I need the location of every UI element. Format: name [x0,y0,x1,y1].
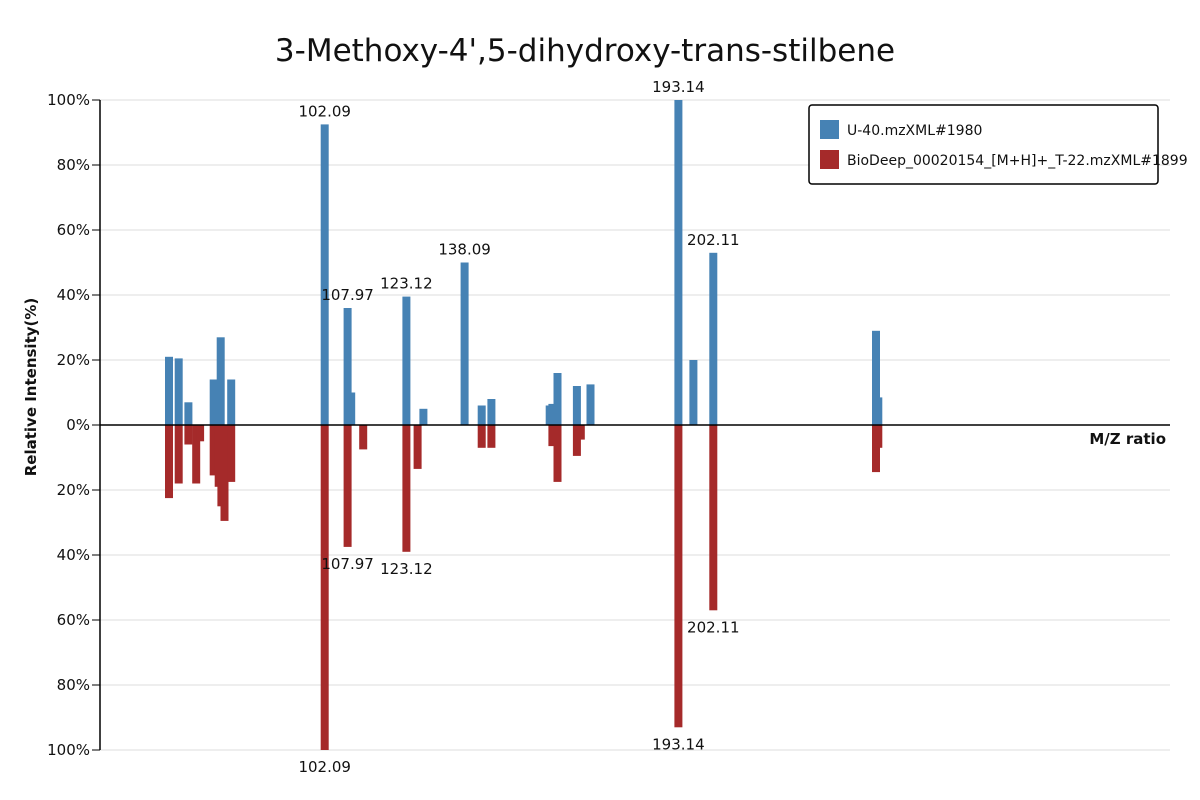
peak-label-series-2: 193.14 [652,735,705,753]
y-tick-label: 60% [57,221,90,239]
x-axis-title: M/Z ratio [1089,430,1166,448]
grid-lines [100,99,1170,751]
peak-bar-series-1 [227,379,236,425]
y-tick-label: 100% [47,91,90,109]
peak-bars [165,100,883,750]
peak-bar-series-1 [419,408,428,426]
peak-bar-series-1 [343,308,352,425]
peak-bar-series-2 [872,425,880,473]
peak-bar-series-2 [209,425,218,476]
peak-bar-series-2 [165,425,173,499]
peak-bar-series-2 [227,425,236,482]
peak-bar-series-1 [174,358,183,425]
legend-box [808,104,1159,185]
peak-bar-series-2 [674,425,683,728]
y-axis-title: Relative Intensity(%) [22,298,40,477]
peak-bar-series-2 [196,425,205,442]
y-tick-label: 40% [57,286,90,304]
axes [99,100,1170,750]
y-tick-label: 20% [57,351,90,369]
peak-bar-series-1 [572,386,581,425]
peak-bar-series-2 [220,425,229,521]
peak-bar-series-2 [174,425,183,484]
peak-bar-series-1 [477,405,486,425]
peak-bar-series-1 [184,402,193,426]
legend-label-series-2: BioDeep_00020154_[M+H]+_T-22.mzXML#1899 [847,153,1188,169]
peak-label-series-1: 102.09 [298,102,351,120]
peak-label-series-2: 123.12 [380,560,433,578]
y-tick-label: 60% [57,611,90,629]
peak-bar-series-2 [477,425,486,448]
peak-label-series-2: 102.09 [298,758,351,776]
peak-label-series-1: 138.09 [438,241,491,259]
peak-label-series-1: 107.97 [321,286,374,304]
peak-bar-series-2 [402,425,411,552]
legend-swatch-series-2 [820,150,839,169]
peak-bar-series-1 [402,296,411,425]
legend: U-40.mzXML#1980 BioDeep_00020154_[M+H]+_… [808,104,1188,185]
chart-title: 3-Methoxy-4',5-dihydroxy-trans-stilbene [275,33,895,69]
peak-bar-series-1 [209,379,218,425]
peak-bar-series-1 [674,100,683,425]
y-tick-label: 80% [57,676,90,694]
peak-label-series-2: 202.11 [687,618,740,636]
peak-bar-series-1 [347,392,356,425]
y-tick-label: 20% [57,481,90,499]
peak-bar-series-1 [487,399,496,425]
peak-bar-series-1 [874,397,883,425]
peak-bar-series-1 [553,373,562,425]
peak-bar-series-1 [709,252,718,426]
peak-label-series-1: 123.12 [380,275,433,293]
peak-bar-series-1 [320,124,329,426]
y-tick-label: 100% [47,741,90,759]
peak-bar-series-2 [413,425,422,469]
peak-bar-series-2 [709,425,718,611]
peak-label-series-1: 202.11 [687,231,740,249]
peak-bar-series-2 [576,425,585,440]
legend-swatch-series-1 [820,120,839,139]
peak-bar-series-1 [872,330,880,426]
peak-bar-series-1 [460,262,469,425]
peak-bar-series-2 [572,425,581,456]
peak-bar-series-1 [586,384,595,425]
y-tick-label: 0% [66,416,90,434]
peak-bar-series-2 [553,425,562,482]
peak-label-series-1: 193.14 [652,78,705,96]
legend-label-series-1: U-40.mzXML#1980 [847,123,982,139]
peak-bar-series-2 [320,425,329,750]
peak-bar-series-2 [874,425,883,448]
y-tick-label: 40% [57,546,90,564]
peak-bar-series-2 [192,425,201,484]
peak-bar-series-1 [216,337,225,426]
y-axis-ticks: 100% 80% 60% 40% 20% 0% 20% 40% 60% 80% 100% [47,91,100,759]
peak-bar-series-2 [359,425,368,450]
peak-bar-series-2 [487,425,496,448]
peak-labels: 102.09 107.97 123.12 138.09 193.14 202.11 102.… [298,78,739,776]
peak-bar-series-2 [343,425,352,547]
y-tick-label: 80% [57,156,90,174]
peak-bar-series-2 [184,425,193,445]
peak-label-series-2: 107.97 [321,555,374,573]
peak-bar-series-1 [165,356,173,426]
peak-bar-series-2 [548,425,557,447]
peak-bar-series-1 [548,403,557,425]
peak-bar-series-1 [689,360,698,425]
